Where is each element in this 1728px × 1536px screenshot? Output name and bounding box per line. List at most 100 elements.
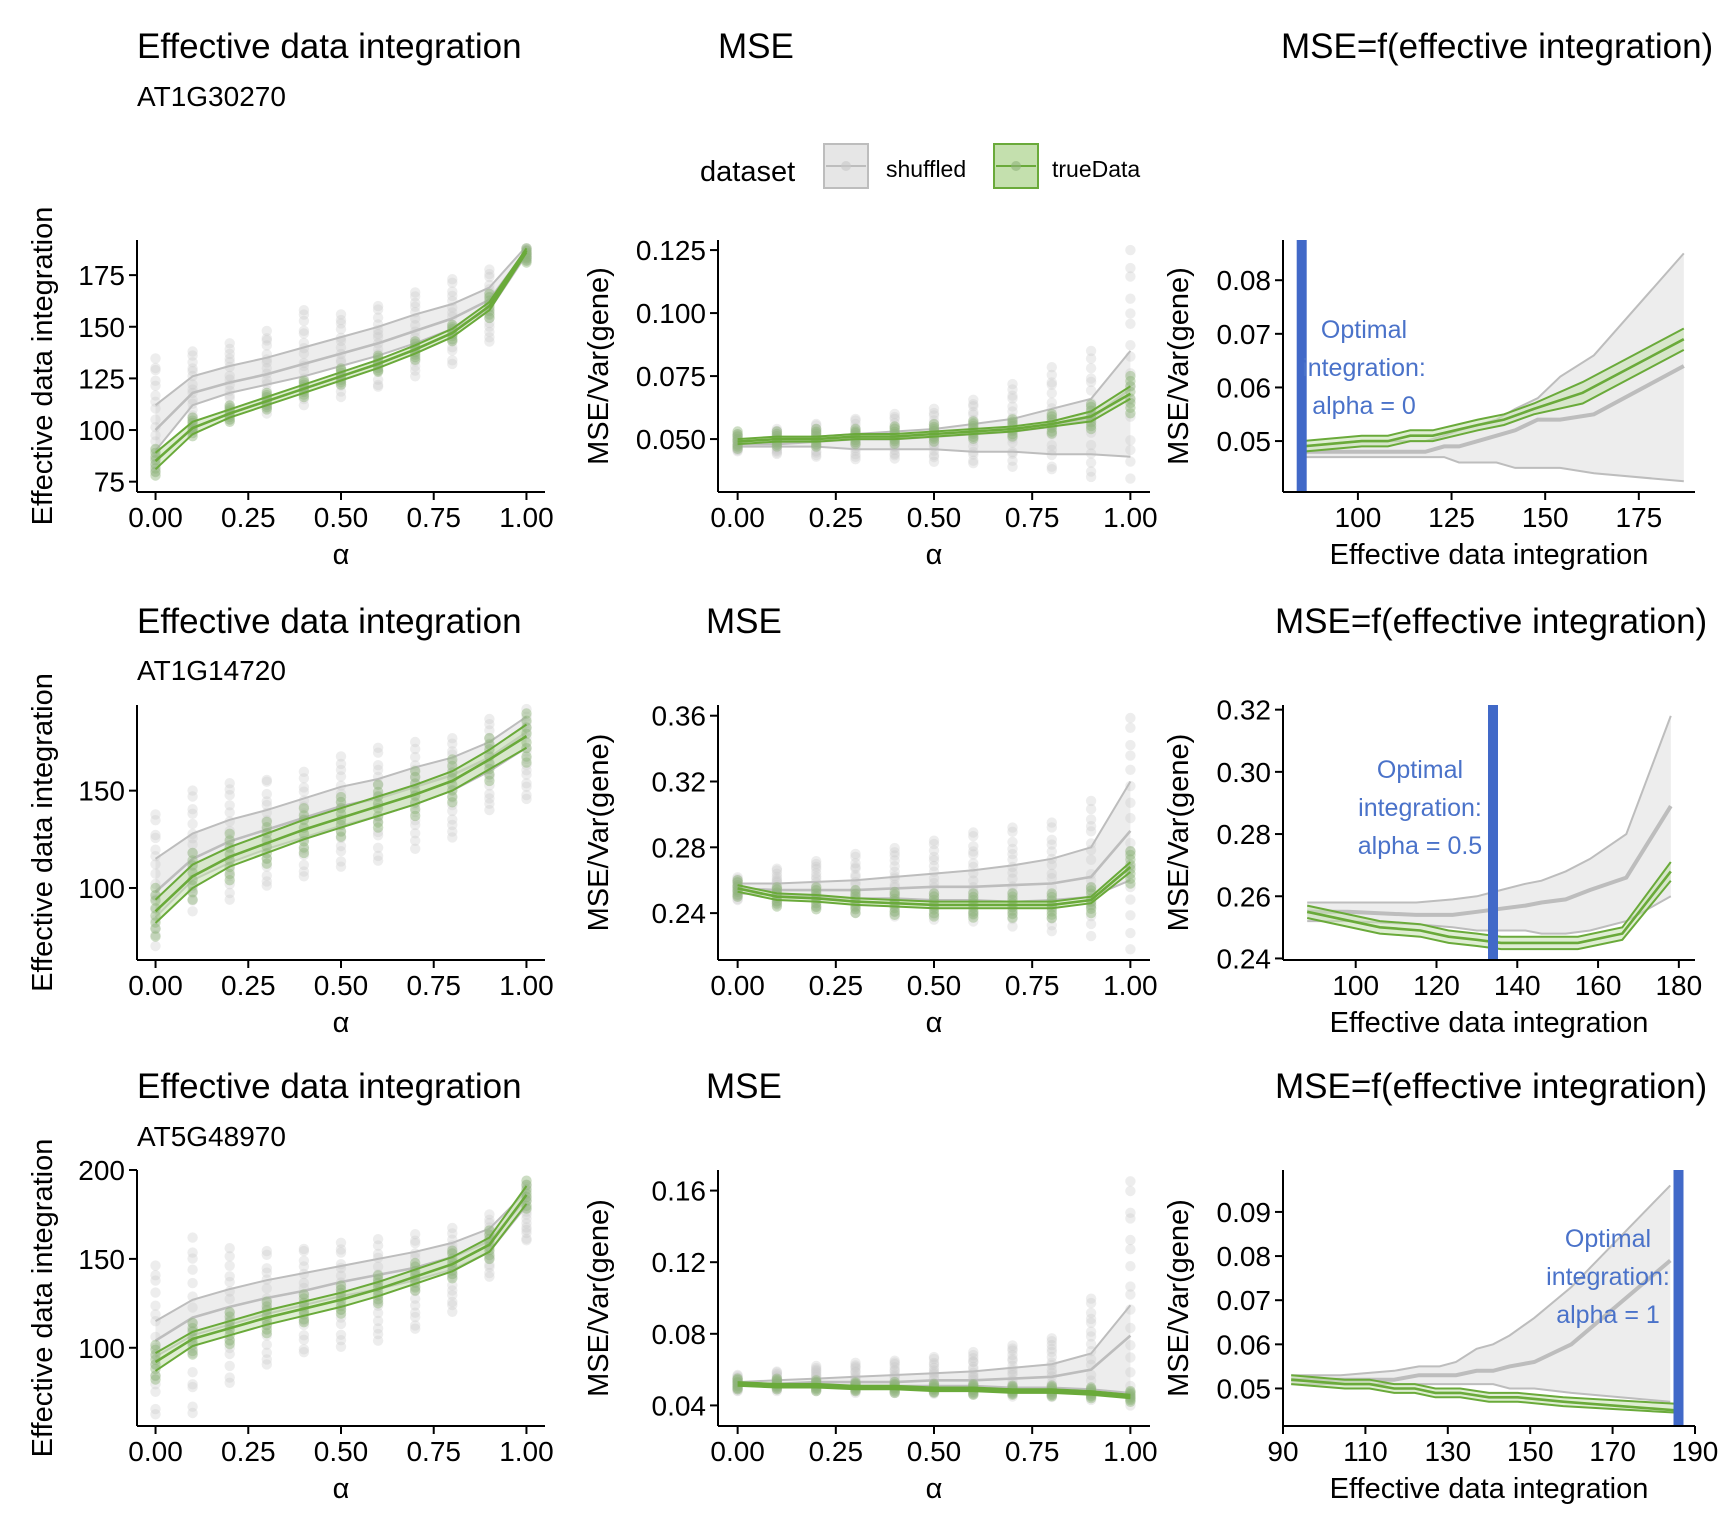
data-point <box>1085 1354 1097 1365</box>
lower-line-trueData <box>154 1203 528 1372</box>
data-point <box>298 328 310 339</box>
data-point <box>1125 1281 1136 1292</box>
data-point <box>771 445 783 457</box>
data-point <box>850 869 861 881</box>
data-point <box>410 365 421 376</box>
data-point <box>150 1342 161 1353</box>
data-point <box>372 830 384 841</box>
data-point <box>968 1349 979 1361</box>
data-point <box>150 466 161 478</box>
data-point <box>410 835 421 846</box>
data-point <box>732 1372 743 1383</box>
data-point <box>968 909 979 921</box>
y-tick-label: 100 <box>78 873 125 904</box>
data-point <box>1085 907 1097 919</box>
data-point <box>1007 873 1018 884</box>
data-point <box>261 776 272 787</box>
mean-line-shuffled <box>737 830 1132 892</box>
data-point <box>150 1275 161 1286</box>
data-point <box>521 1175 532 1186</box>
data-point <box>335 355 347 366</box>
data-point <box>150 923 161 934</box>
data-point <box>1046 461 1058 472</box>
upper-line-trueData <box>154 247 528 454</box>
data-point <box>850 438 861 450</box>
data-point <box>298 871 310 882</box>
y-tick-label: 0.24 <box>652 898 707 929</box>
data-point <box>484 732 495 744</box>
data-point <box>447 274 458 285</box>
data-point <box>447 792 458 803</box>
data-point <box>187 1349 198 1360</box>
y-tick-label: 0.04 <box>652 1390 707 1421</box>
data-point <box>928 909 940 920</box>
data-point <box>410 1229 421 1240</box>
data-point <box>335 386 347 397</box>
data-point <box>928 1357 940 1369</box>
data-point <box>1046 913 1058 924</box>
data-point <box>447 738 458 749</box>
data-point <box>224 343 235 355</box>
data-point <box>410 806 421 818</box>
data-point <box>928 887 940 899</box>
data-point <box>484 793 495 804</box>
data-point <box>261 796 272 807</box>
data-point <box>224 1243 235 1254</box>
data-point <box>150 829 161 841</box>
axes: 100 120 140 160 180 0.24 0.26 0.28 0.30 0.32 Effec… <box>1163 695 1702 1039</box>
data-point <box>335 1237 347 1249</box>
plot-area <box>150 703 532 952</box>
data-point <box>261 799 272 811</box>
data-point <box>1046 444 1058 456</box>
data-point <box>484 1267 495 1279</box>
panel-title: MSE=f(effective integration) <box>1275 1067 1707 1106</box>
y-tick-label: 100 <box>78 1333 125 1364</box>
data-point <box>372 332 384 343</box>
data-point <box>811 447 822 458</box>
y-tick-label: 0.08 <box>1217 265 1272 296</box>
data-point <box>732 873 743 885</box>
data-point <box>968 907 979 918</box>
data-point <box>889 411 900 423</box>
upper-line-trueData <box>737 1381 1131 1396</box>
data-point <box>150 882 161 894</box>
y-tick-label: 0.08 <box>652 1319 707 1350</box>
data-point <box>968 441 979 452</box>
data-point <box>224 1260 235 1272</box>
data-point <box>850 1363 861 1374</box>
data-point <box>335 324 347 335</box>
data-point <box>771 901 783 912</box>
data-point <box>889 855 900 866</box>
data-point <box>968 455 979 466</box>
panel-title: MSE=f(effective integration) <box>1275 602 1707 641</box>
data-point <box>410 1285 421 1296</box>
data-point <box>732 872 743 883</box>
data-point <box>850 451 861 462</box>
mean-line-trueData <box>1301 338 1685 448</box>
x-tick-label: 0.25 <box>221 970 276 1001</box>
data-point <box>224 1335 235 1346</box>
data-point <box>224 338 235 349</box>
data-point <box>1046 839 1058 850</box>
data-point <box>968 1353 979 1364</box>
data-point <box>484 312 495 324</box>
legend: dataset shuffled trueData <box>700 143 1140 189</box>
data-point <box>1007 461 1018 472</box>
data-point <box>261 853 272 864</box>
data-point <box>372 344 384 355</box>
data-point <box>298 400 310 411</box>
data-point <box>1046 817 1058 828</box>
data-point <box>889 1366 900 1377</box>
data-point <box>187 785 198 796</box>
x-tick-label: 1.00 <box>499 502 554 533</box>
data-point <box>335 840 347 852</box>
x-tick-label: 1.00 <box>499 1436 554 1467</box>
data-point <box>484 769 495 780</box>
data-point <box>928 891 940 902</box>
data-point <box>1046 1343 1058 1355</box>
data-point <box>1085 423 1097 435</box>
x-axis-label: α <box>333 539 350 571</box>
data-point <box>1046 872 1058 884</box>
data-point <box>1085 353 1097 364</box>
